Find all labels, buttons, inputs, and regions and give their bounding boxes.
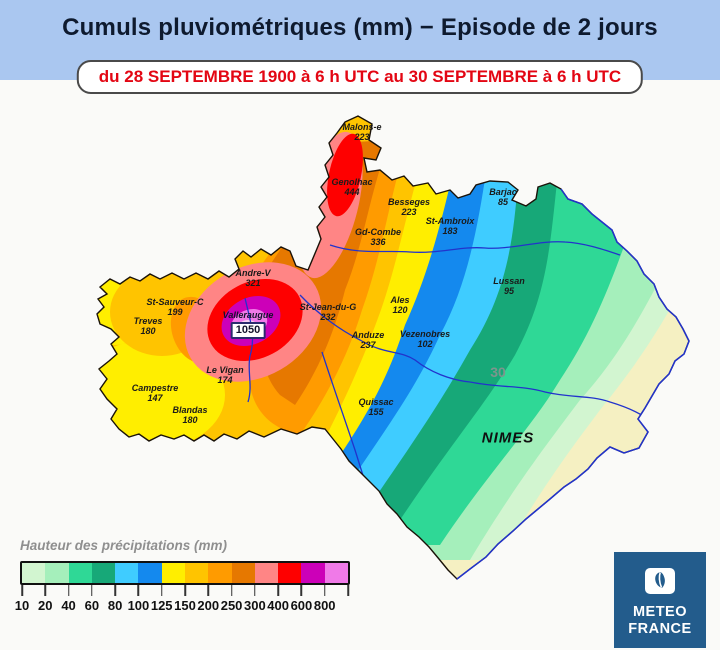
legend-cell: [301, 563, 325, 583]
legend: Hauteur des précipitations (mm) 10 20 40 60…: [15, 538, 350, 614]
legend-value: 100: [127, 598, 150, 613]
logo-line1: METEO: [632, 604, 688, 620]
legend-cell: [138, 563, 162, 583]
legend-value: 250: [220, 598, 243, 613]
legend-tick: [300, 585, 303, 596]
legend-cell: [324, 563, 348, 583]
legend-tick: [230, 585, 233, 596]
legend-cell: [184, 563, 209, 583]
legend-value: 400: [267, 598, 289, 613]
legend-tick: [44, 585, 47, 596]
legend-value: 800: [313, 598, 336, 613]
period-text: du 28 SEPTEMBRE 1900 à 6 h UTC au 30 SEP…: [98, 67, 622, 86]
legend-value: 300: [243, 598, 266, 613]
legend-value: 600: [290, 598, 313, 613]
legend-cell: [254, 563, 279, 583]
legend-title: Hauteur des précipitations (mm): [20, 538, 228, 553]
legend-tick: [254, 585, 256, 596]
legend-tick: [184, 585, 186, 596]
legend-values: 10 20 40 60 80 100 125 150 200 250 300 400 600 800: [15, 598, 348, 614]
department-outline: [96, 115, 690, 580]
legend-cell: [231, 563, 255, 583]
rhone-border: [456, 188, 690, 580]
rain-bands: [97, 116, 689, 579]
legend-value: 20: [38, 598, 53, 613]
legend-color-bar: [20, 561, 350, 585]
legend-tick: [137, 585, 140, 596]
legend-tick: [323, 585, 326, 596]
legend-value: 60: [84, 598, 100, 613]
legend-tick: [114, 585, 116, 596]
legend-ticks: [21, 585, 349, 596]
legend-tick: [277, 585, 279, 596]
logo-line2: FRANCE: [628, 621, 692, 637]
legend-cell: [115, 563, 139, 583]
legend-value: 125: [150, 598, 173, 613]
legend-cell: [91, 563, 116, 583]
legend-tick: [91, 585, 93, 596]
legend-cell: [22, 563, 46, 583]
legend-tick: [347, 585, 349, 596]
page-title: Cumuls pluviométriques (mm) − Episode de…: [62, 14, 658, 41]
legend-cell: [161, 563, 185, 583]
legend-cell: [278, 563, 302, 583]
legend-cell: [208, 563, 232, 583]
legend-value: 150: [174, 598, 196, 613]
legend-cell: [45, 563, 69, 583]
legend-value: 10: [14, 598, 30, 613]
period-box: du 28 SEPTEMBRE 1900 à 6 h UTC au 30 SEP…: [76, 60, 644, 94]
legend-tick: [67, 585, 70, 596]
meteo-france-icon: [645, 568, 675, 594]
legend-cell: [68, 563, 92, 583]
legend-value: 80: [107, 598, 123, 613]
meteo-france-wordmark: METEO FRANCE: [628, 604, 691, 638]
legend-value: 200: [197, 598, 220, 613]
legend-value: 40: [61, 598, 76, 613]
meteo-france-logo: METEO FRANCE: [614, 552, 706, 648]
legend-tick: [207, 585, 210, 596]
legend-tick: [21, 585, 23, 596]
legend-tick: [160, 585, 163, 596]
